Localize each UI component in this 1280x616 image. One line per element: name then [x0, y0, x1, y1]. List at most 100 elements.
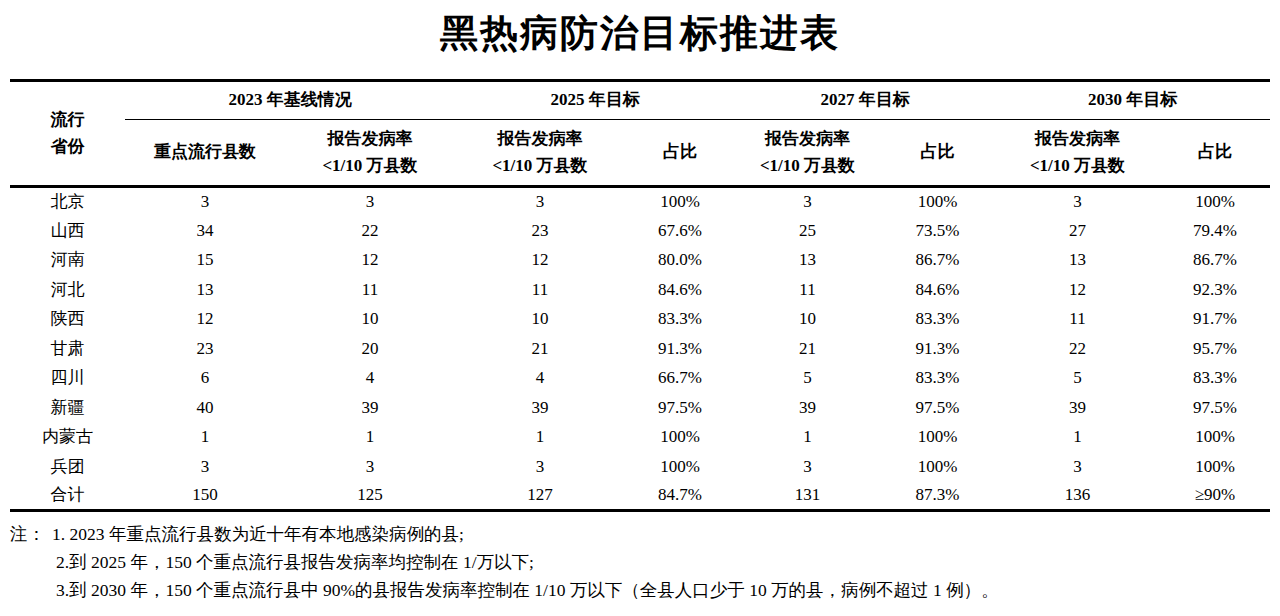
- value-cell: 13: [125, 275, 285, 305]
- value-cell: 3: [995, 452, 1160, 482]
- value-cell: 12: [125, 304, 285, 334]
- col-header-share-2030: 占比: [1160, 119, 1270, 186]
- footnote-prefix: 注：: [10, 524, 45, 544]
- value-cell: 84.6%: [625, 275, 735, 305]
- value-cell: 84.7%: [625, 481, 735, 511]
- value-cell: 100%: [1160, 452, 1270, 482]
- value-cell: 12: [285, 245, 455, 275]
- table-row: 新疆 40 39 39 97.5% 39 97.5% 39 97.5%: [10, 393, 1270, 423]
- value-cell: ≥90%: [1160, 481, 1270, 511]
- col-header-rate-2027: 报告发病率 <1/10 万县数: [735, 119, 880, 186]
- value-cell: 5: [735, 363, 880, 393]
- value-cell: 39: [735, 393, 880, 423]
- value-cell: 91.7%: [1160, 304, 1270, 334]
- value-cell: 100%: [1160, 422, 1270, 452]
- table-row: 河北 13 11 11 84.6% 11 84.6% 12 92.3%: [10, 275, 1270, 305]
- table-body: 北京 3 3 3 100% 3 100% 3 100% 山西 34 22 23 …: [10, 186, 1270, 511]
- value-cell: 22: [285, 216, 455, 246]
- province-cell: 山西: [10, 216, 125, 246]
- province-cell: 新疆: [10, 393, 125, 423]
- province-cell: 陕西: [10, 304, 125, 334]
- value-cell: 12: [995, 275, 1160, 305]
- value-cell: 97.5%: [880, 393, 995, 423]
- footnote-line-2: 2.到 2025 年，150 个重点流行县报告发病率均控制在 1/万以下;: [10, 548, 1270, 576]
- value-cell: 10: [735, 304, 880, 334]
- value-cell: 3: [285, 186, 455, 216]
- col-header-key-counties: 重点流行县数: [125, 119, 285, 186]
- value-cell: 27: [995, 216, 1160, 246]
- value-cell: 100%: [880, 422, 995, 452]
- value-cell: 15: [125, 245, 285, 275]
- value-cell: 87.3%: [880, 481, 995, 511]
- value-cell: 21: [735, 334, 880, 364]
- value-cell: 136: [995, 481, 1160, 511]
- value-cell: 67.6%: [625, 216, 735, 246]
- value-cell: 100%: [625, 422, 735, 452]
- value-cell: 6: [125, 363, 285, 393]
- sub-header-row: 重点流行县数 报告发病率 <1/10 万县数 报告发病率 <1/10 万县数 占…: [10, 119, 1270, 186]
- value-cell: 34: [125, 216, 285, 246]
- col-header-province-line1: 流行: [10, 106, 125, 133]
- province-cell: 内蒙古: [10, 422, 125, 452]
- province-cell: 河北: [10, 275, 125, 305]
- footnote-line-1: 注： 1. 2023 年重点流行县数为近十年有本地感染病例的县;: [10, 520, 1270, 548]
- value-cell: 125: [285, 481, 455, 511]
- value-cell: 100%: [625, 186, 735, 216]
- value-cell: 1: [285, 422, 455, 452]
- value-cell: 100%: [880, 186, 995, 216]
- kala-azar-target-table: 流行 省份 2023 年基线情况 2025 年目标 2027 年目标 2030 …: [10, 79, 1270, 513]
- table-row: 山西 34 22 23 67.6% 25 73.5% 27 79.4%: [10, 216, 1270, 246]
- value-cell: 4: [285, 363, 455, 393]
- value-cell: 4: [455, 363, 625, 393]
- province-cell: 河南: [10, 245, 125, 275]
- value-cell: 23: [455, 216, 625, 246]
- value-cell: 1: [455, 422, 625, 452]
- value-cell: 39: [995, 393, 1160, 423]
- page-title: 黑热病防治目标推进表: [0, 10, 1280, 58]
- value-cell: 86.7%: [1160, 245, 1270, 275]
- province-cell: 兵团: [10, 452, 125, 482]
- value-cell: 11: [735, 275, 880, 305]
- table-row: 四川 6 4 4 66.7% 5 83.3% 5 83.3%: [10, 363, 1270, 393]
- province-cell: 甘肃: [10, 334, 125, 364]
- table-row: 河南 15 12 12 80.0% 13 86.7% 13 86.7%: [10, 245, 1270, 275]
- value-cell: 83.3%: [880, 304, 995, 334]
- footnote-text-1: 1. 2023 年重点流行县数为近十年有本地感染病例的县;: [52, 524, 464, 544]
- value-cell: 3: [285, 452, 455, 482]
- group-header-2030-target: 2030 年目标: [995, 80, 1270, 119]
- value-cell: 1: [125, 422, 285, 452]
- table-row: 北京 3 3 3 100% 3 100% 3 100%: [10, 186, 1270, 216]
- value-cell: 83.3%: [880, 363, 995, 393]
- value-cell: 79.4%: [1160, 216, 1270, 246]
- table-row: 内蒙古 1 1 1 100% 1 100% 1 100%: [10, 422, 1270, 452]
- value-cell: 100%: [1160, 186, 1270, 216]
- value-cell: 100%: [880, 452, 995, 482]
- table-header: 流行 省份 2023 年基线情况 2025 年目标 2027 年目标 2030 …: [10, 80, 1270, 186]
- value-cell: 10: [455, 304, 625, 334]
- table-row: 陕西 12 10 10 83.3% 10 83.3% 11 91.7%: [10, 304, 1270, 334]
- col-header-rate-2025: 报告发病率 <1/10 万县数: [455, 119, 625, 186]
- value-cell: 86.7%: [880, 245, 995, 275]
- table-row: 甘肃 23 20 21 91.3% 21 91.3% 22 95.7%: [10, 334, 1270, 364]
- value-cell: 11: [995, 304, 1160, 334]
- value-cell: 13: [735, 245, 880, 275]
- col-header-province-line2: 省份: [10, 133, 125, 160]
- value-cell: 73.5%: [880, 216, 995, 246]
- value-cell: 150: [125, 481, 285, 511]
- footnote-line-3: 3.到 2030 年，150 个重点流行县中 90%的县报告发病率控制在 1/1…: [10, 576, 1270, 604]
- value-cell: 83.3%: [1160, 363, 1270, 393]
- value-cell: 1: [735, 422, 880, 452]
- value-cell: 5: [995, 363, 1160, 393]
- col-header-rate-2030: 报告发病率 <1/10 万县数: [995, 119, 1160, 186]
- value-cell: 10: [285, 304, 455, 334]
- value-cell: 21: [455, 334, 625, 364]
- value-cell: 91.3%: [880, 334, 995, 364]
- value-cell: 66.7%: [625, 363, 735, 393]
- value-cell: 25: [735, 216, 880, 246]
- value-cell: 1: [995, 422, 1160, 452]
- col-header-rate-2023: 报告发病率 <1/10 万县数: [285, 119, 455, 186]
- table-row: 兵团 3 3 3 100% 3 100% 3 100%: [10, 452, 1270, 482]
- col-header-share-2027: 占比: [880, 119, 995, 186]
- value-cell: 3: [735, 452, 880, 482]
- province-cell: 北京: [10, 186, 125, 216]
